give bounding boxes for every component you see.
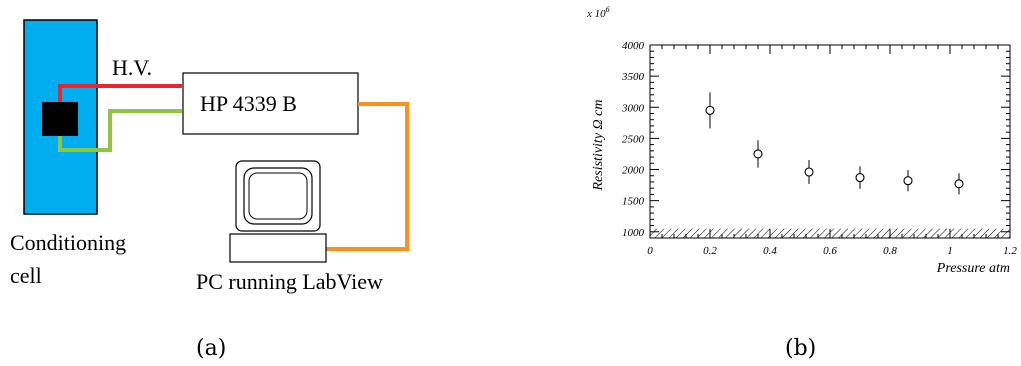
y-tick-label: 3000: [621, 102, 645, 114]
sample-block: [42, 102, 78, 136]
x-tick-label: 1: [947, 245, 953, 257]
caption-a: (a): [196, 336, 227, 361]
instrument-box: [182, 72, 359, 135]
resistivity-chart: x 106 1000 1500 2000 2500 3000 3500 4000 0 0.2 0.…: [586, 5, 1017, 276]
data-point: [705, 105, 715, 115]
x-tick-label: 0.4: [763, 245, 777, 257]
y-multiplier: x 106: [586, 5, 610, 20]
setup-diagram: HP 4339 B H.V. Conditioning cell PC runn…: [10, 19, 409, 294]
y-tick-label: 2000: [622, 165, 645, 177]
y-tick-label: 4000: [622, 40, 645, 52]
data-point: [804, 167, 814, 177]
caption-b: (b): [785, 336, 817, 361]
x-tick-label: 0: [647, 245, 653, 257]
x-tick-label: 0.8: [883, 245, 897, 257]
pc-wire: [326, 102, 409, 251]
instrument-label: HP 4339 B: [200, 91, 297, 116]
x-tick-label: 1.2: [1003, 245, 1017, 257]
x-tick-label: 0.6: [823, 245, 837, 257]
cell-label-line1: Conditioning: [10, 230, 126, 255]
y-tick-label: 1000: [622, 227, 645, 239]
data-point: [954, 179, 964, 189]
pc-monitor-icon: [235, 160, 321, 232]
x-tick-label: 0.2: [703, 245, 717, 257]
cell-label-line2: cell: [10, 263, 42, 288]
y-tick-label: 3500: [621, 71, 645, 83]
plot-frame: [649, 44, 1011, 239]
y-tick-label: 2500: [622, 133, 645, 145]
green-wire: [58, 109, 182, 152]
hv-label: H.V.: [112, 55, 152, 80]
data-point: [903, 176, 913, 186]
data-point: [855, 173, 865, 183]
pc-label: PC running LabView: [196, 269, 383, 294]
data-point: [753, 149, 763, 159]
y-axis-label: Resistivity Ω cm: [591, 100, 606, 192]
x-axis-label: Pressure atm: [936, 261, 1010, 276]
pc-base: [229, 233, 327, 263]
y-tick-label: 1500: [622, 196, 645, 208]
